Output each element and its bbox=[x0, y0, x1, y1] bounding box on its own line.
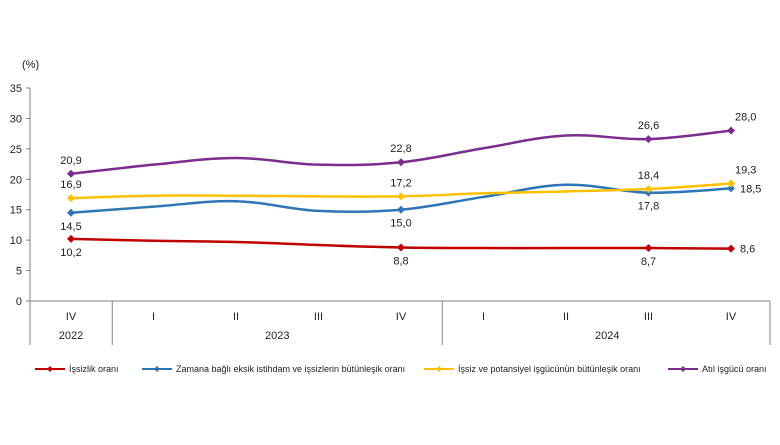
series-marker bbox=[67, 194, 75, 203]
y-tick-label: 35 bbox=[10, 83, 22, 95]
series-marker bbox=[67, 169, 75, 178]
y-tick-label: 10 bbox=[10, 235, 22, 247]
data-label: 17,8 bbox=[638, 201, 659, 213]
legend-label: Atıl işgücü oranı bbox=[702, 364, 767, 374]
data-label: 17,2 bbox=[390, 177, 411, 189]
series-marker bbox=[397, 192, 405, 201]
legend-label: İşsiz ve potansiyel işgücünün bütünleşik… bbox=[458, 364, 641, 374]
data-label: 20,9 bbox=[60, 155, 81, 167]
x-quarter-label: II bbox=[563, 311, 569, 323]
series-marker bbox=[644, 185, 653, 194]
data-label: 26,6 bbox=[638, 120, 659, 132]
data-label: 10,2 bbox=[60, 247, 81, 259]
x-quarter-label: IV bbox=[726, 311, 737, 323]
data-label: 8,6 bbox=[740, 244, 755, 256]
y-tick-label: 30 bbox=[10, 113, 22, 125]
series-marker bbox=[397, 243, 405, 252]
y-tick-label: 5 bbox=[16, 266, 22, 278]
y-tick-label: 15 bbox=[10, 205, 22, 217]
y-tick-label: 0 bbox=[16, 296, 22, 308]
series-marker bbox=[67, 234, 75, 243]
x-quarter-label: IV bbox=[66, 311, 77, 323]
data-label: 18,4 bbox=[638, 170, 659, 182]
series-3: 16,9 17,2 18,4 19,3 bbox=[60, 165, 756, 203]
data-label: 22,8 bbox=[390, 143, 411, 155]
x-year-label: 2022 bbox=[59, 330, 83, 342]
series-marker bbox=[644, 244, 653, 253]
series-marker bbox=[727, 179, 735, 188]
series-marker bbox=[644, 135, 653, 144]
data-label: 14,5 bbox=[60, 221, 81, 233]
series-marker bbox=[727, 244, 735, 253]
series-2: 14,5 15,0 17,8 18,5 bbox=[60, 183, 761, 232]
series-marker bbox=[397, 158, 405, 167]
series-marker bbox=[67, 208, 75, 217]
x-quarter-label: III bbox=[314, 311, 323, 323]
legend-marker bbox=[436, 366, 442, 372]
x-quarter-label: II bbox=[233, 311, 239, 323]
series-marker bbox=[727, 126, 735, 135]
data-label: 8,8 bbox=[393, 255, 408, 267]
data-label: 8,7 bbox=[641, 256, 656, 268]
legend-marker bbox=[680, 366, 686, 372]
x-quarter-label: IV bbox=[396, 311, 407, 323]
legend-marker bbox=[154, 366, 160, 372]
data-label: 18,5 bbox=[740, 183, 761, 195]
data-label: 28,0 bbox=[735, 112, 756, 124]
y-tick-label: 25 bbox=[10, 144, 22, 156]
x-year-label: 2023 bbox=[265, 330, 289, 342]
x-year-label: 2024 bbox=[595, 330, 619, 342]
x-quarter-label: III bbox=[644, 311, 653, 323]
series-1: 10,2 8,8 8,7 8,6 bbox=[60, 234, 755, 268]
x-quarter-label: I bbox=[482, 311, 485, 323]
series-4: 20,9 22,8 26,6 28,0 bbox=[60, 112, 756, 178]
series-marker bbox=[397, 205, 405, 214]
y-axis-unit-label: (%) bbox=[22, 59, 39, 71]
data-label: 16,9 bbox=[60, 179, 81, 191]
legend-marker bbox=[47, 366, 53, 372]
data-label: 19,3 bbox=[735, 165, 756, 177]
legend-label: İşsizlik oranı bbox=[69, 364, 119, 374]
y-tick-label: 20 bbox=[10, 174, 22, 186]
x-quarter-label: I bbox=[152, 311, 155, 323]
series-marker bbox=[727, 184, 735, 193]
legend-label: Zamana bağlı eksik istihdam ve işsizleri… bbox=[176, 364, 405, 374]
data-label: 15,0 bbox=[390, 218, 411, 230]
